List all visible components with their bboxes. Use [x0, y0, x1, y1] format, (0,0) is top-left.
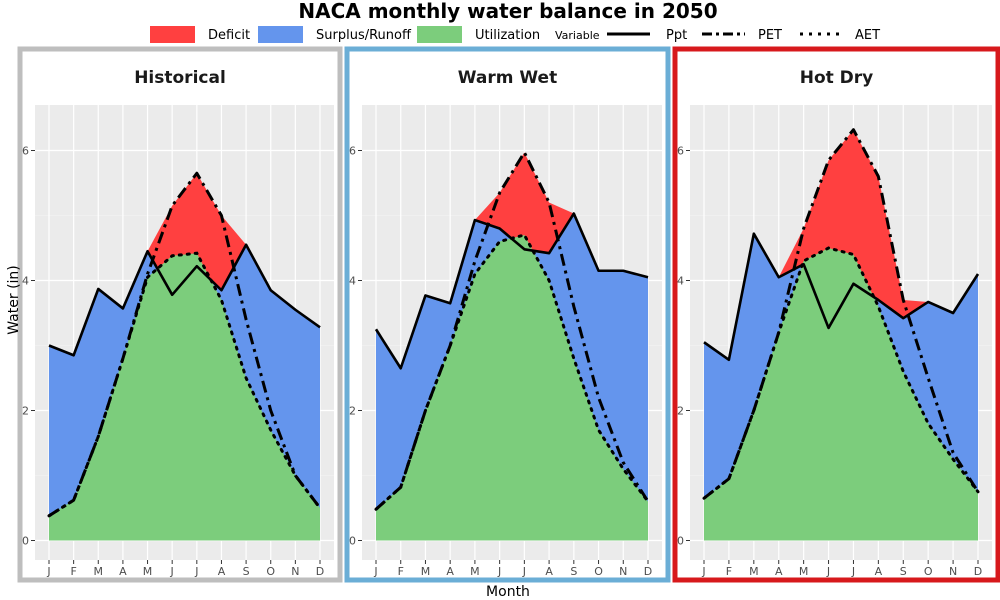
x-tick-label: M — [421, 565, 431, 578]
figure-title: NACA monthly water balance in 2050 — [298, 0, 717, 23]
x-tick-label: F — [398, 565, 404, 578]
x-axis-label: Month — [486, 584, 530, 600]
x-tick-label: A — [218, 565, 226, 578]
x-tick-label: N — [619, 565, 627, 578]
pet-line — [48, 171, 322, 518]
ppt-line — [374, 212, 649, 370]
x-tick-label: M — [799, 565, 809, 578]
x-tick-label: S — [243, 565, 250, 578]
ppt-line — [48, 243, 321, 357]
x-tick-label: J — [46, 565, 50, 578]
legend-aet-label: AET — [855, 28, 880, 43]
y-tick-label: 4 — [349, 275, 356, 288]
y-tick-label: 0 — [22, 535, 29, 548]
y-tick-label: 2 — [677, 405, 684, 418]
x-tick-label: O — [924, 565, 933, 578]
x-tick-label: A — [875, 565, 883, 578]
x-tick-label: D — [316, 565, 324, 578]
legend-pet-label: PET — [758, 28, 782, 43]
x-tick-label: M — [143, 565, 153, 578]
facet-title: Warm Wet — [458, 68, 557, 88]
x-tick-label: N — [949, 565, 957, 578]
x-tick-label: D — [974, 565, 982, 578]
y-tick-label: 6 — [677, 145, 684, 158]
panels: 0 2 4 6 J F M A M J J A S O N D Historical 0 2 4 6 J F M A M J J A S O… — [17, 46, 1000, 583]
legend-utilization-swatch — [417, 26, 462, 43]
facet-panel: 0 2 4 6 J F M A M J J A S O N D Hot Dry — [672, 46, 1000, 583]
legend-surplus-label: Surplus/Runoff — [316, 28, 412, 43]
y-tick-label: 4 — [677, 275, 684, 288]
x-tick-label: A — [119, 565, 127, 578]
y-tick-label: 0 — [349, 535, 356, 548]
legend-ppt-label: Ppt — [666, 28, 687, 43]
facet-title: Historical — [134, 68, 226, 88]
facet-panel: 0 2 4 6 J F M A M J J A S O N D Warm Wet — [344, 46, 671, 583]
y-tick-label: 2 — [22, 405, 29, 418]
x-tick-label: J — [497, 565, 501, 578]
x-tick-label: J — [826, 565, 830, 578]
facet-title: Hot Dry — [800, 68, 874, 88]
utilization-area — [49, 253, 320, 541]
y-tick-label: 0 — [677, 535, 684, 548]
x-tick-label: J — [851, 565, 855, 578]
x-tick-label: J — [194, 565, 198, 578]
x-tick-label: J — [373, 565, 377, 578]
x-tick-label: F — [726, 565, 732, 578]
legend-utilization-label: Utilization — [475, 28, 540, 43]
legend-variable-title: Variable — [555, 29, 600, 42]
x-tick-label: A — [446, 565, 454, 578]
x-tick-label: J — [170, 565, 174, 578]
x-tick-label: D — [644, 565, 652, 578]
x-tick-label: F — [70, 565, 76, 578]
legend-deficit-swatch — [150, 26, 195, 43]
x-tick-label: A — [545, 565, 553, 578]
y-tick-label: 6 — [349, 145, 356, 158]
utilization-area — [376, 235, 648, 541]
aet-line — [47, 251, 322, 518]
y-tick-label: 2 — [349, 405, 356, 418]
aet-line — [702, 246, 980, 500]
x-tick-label: N — [291, 565, 299, 578]
x-tick-label: M — [94, 565, 104, 578]
x-tick-label: M — [749, 565, 759, 578]
legend-surplus-swatch — [258, 26, 303, 43]
x-tick-label: S — [570, 565, 577, 578]
x-tick-label: M — [470, 565, 480, 578]
pet-line — [375, 150, 650, 511]
y-tick-label: 4 — [22, 275, 29, 288]
facet-panel: 0 2 4 6 J F M A M J J A S O N D Historical — [17, 46, 343, 583]
legend-deficit-label: Deficit — [208, 28, 250, 43]
x-tick-label: J — [701, 565, 705, 578]
utilization-area — [704, 248, 978, 541]
ppt-line — [703, 232, 980, 362]
x-tick-label: O — [594, 565, 603, 578]
y-axis-label: Water (in) — [6, 265, 22, 335]
x-tick-label: J — [522, 565, 526, 578]
x-tick-label: S — [900, 565, 907, 578]
pet-line — [703, 128, 980, 500]
y-tick-label: 6 — [22, 145, 29, 158]
x-tick-label: A — [775, 565, 783, 578]
legend: Deficit Surplus/Runoff Utilization Varia… — [150, 26, 880, 43]
x-tick-label: O — [266, 565, 275, 578]
